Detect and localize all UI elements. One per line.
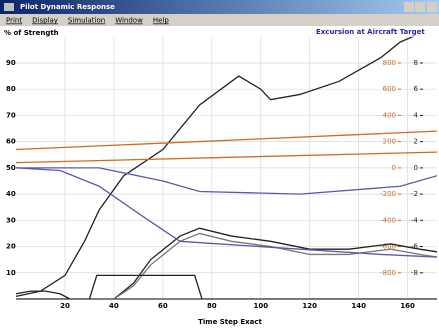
x-tick-label: 100 (253, 302, 268, 310)
y-tick-label: 40 (6, 190, 16, 198)
y-tick-label: 50 (6, 164, 16, 172)
window-controls[interactable] (404, 2, 437, 12)
y2-tick-label: 800 (383, 59, 396, 67)
y3-tick-label: -8 (411, 269, 418, 277)
window-title: Pilot Dynamic Response (20, 3, 115, 11)
x-tick-label: 40 (109, 302, 119, 310)
y-tick-label: 60 (6, 138, 16, 146)
y3-tick-label: -6 (411, 243, 419, 251)
menu-item[interactable]: Display (32, 17, 58, 25)
y3-tick-label: 2 (414, 138, 418, 146)
y2-tick-label: -600 (380, 243, 396, 251)
close-button[interactable] (427, 2, 437, 12)
menu-bar (0, 14, 439, 26)
minimize-button[interactable] (404, 2, 414, 12)
y2-tick-label: 0 (392, 164, 396, 172)
app-icon (4, 3, 14, 11)
series-line (15, 167, 437, 258)
series-line (16, 274, 437, 299)
menu-item[interactable]: Help (153, 17, 170, 25)
series-line (113, 232, 437, 299)
series-line (113, 227, 437, 299)
y-tick-label: 30 (6, 216, 16, 224)
y-tick-label: 10 (6, 269, 16, 277)
y3-tick-label: -2 (411, 190, 418, 198)
series-line (16, 167, 437, 195)
x-axis-title: Time Step Exact (198, 318, 262, 326)
menu-item[interactable]: Print (6, 17, 22, 25)
y2-tick-label: 600 (383, 85, 396, 93)
y2-tick-label: -800 (380, 269, 396, 277)
y-axis-title: % of Strength (4, 29, 59, 37)
chart-area (0, 26, 439, 329)
series-line (15, 151, 437, 164)
series-line (15, 290, 71, 299)
x-tick-label: 60 (158, 302, 168, 310)
title-bar (0, 0, 439, 14)
y3-tick-label: 8 (414, 59, 418, 67)
y-tick-label: 70 (6, 111, 16, 119)
menu-item[interactable]: Window (115, 17, 143, 25)
y2-axis-title: Excursion at Aircraft Target (316, 28, 425, 36)
x-tick-label: 20 (60, 302, 70, 310)
y2-tick-label: 400 (383, 111, 396, 119)
y3-tick-label: 6 (414, 85, 419, 93)
series-line (15, 36, 415, 298)
x-tick-label: 80 (207, 302, 217, 310)
y-tick-label: 80 (6, 85, 16, 93)
x-tick-label: 160 (400, 302, 415, 310)
y3-tick-label: 0 (414, 164, 418, 172)
x-tick-label: 120 (302, 302, 317, 310)
y2-tick-label: 200 (383, 138, 396, 146)
menu-item[interactable]: Simulation (68, 17, 105, 25)
maximize-button[interactable] (415, 2, 425, 12)
y3-tick-label: 4 (414, 111, 419, 119)
series-line (15, 130, 437, 151)
y-tick-label: 20 (6, 243, 16, 251)
y-tick-label: 90 (6, 59, 16, 67)
x-tick-label: 140 (351, 302, 366, 310)
y2-tick-label: -400 (380, 216, 396, 224)
y3-tick-label: -4 (411, 216, 419, 224)
y2-tick-label: -200 (380, 190, 396, 198)
